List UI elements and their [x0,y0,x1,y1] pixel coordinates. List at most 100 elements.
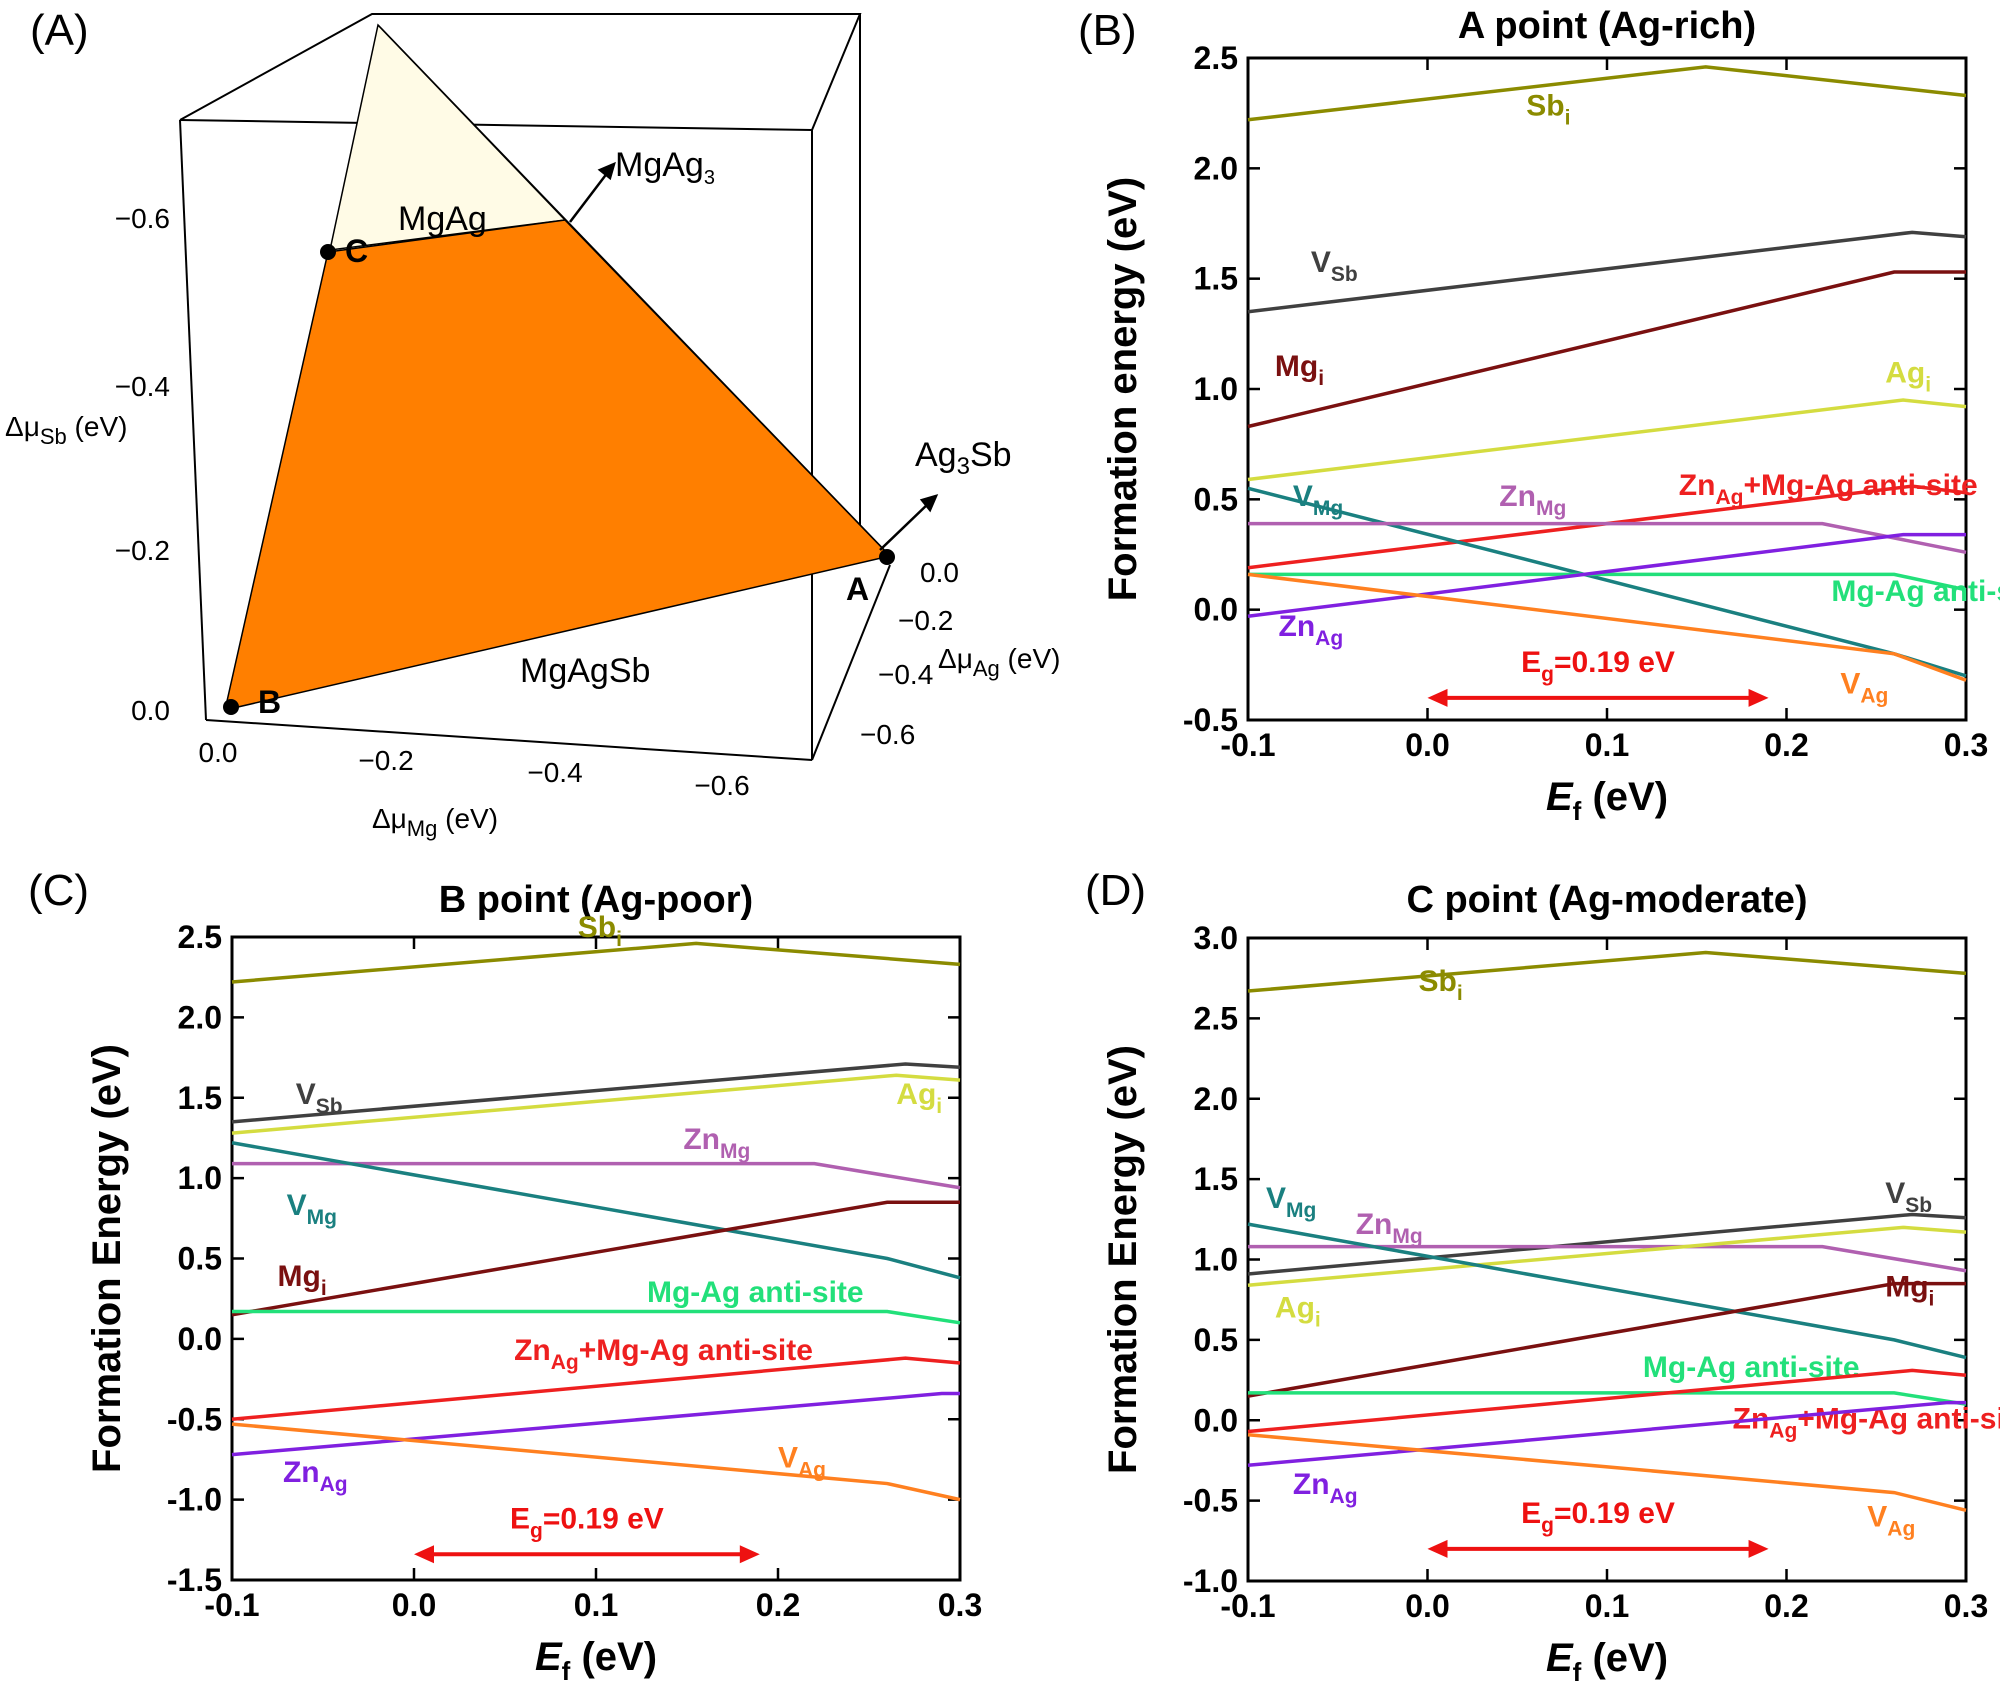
y-tick-label: -1.0 [1183,1563,1238,1599]
y-tick-label: -0.5 [1183,702,1238,738]
series-label-main: Sb [1419,965,1457,998]
series-label: Agi [896,1078,942,1118]
bandgap-label-main: E [1521,1497,1541,1530]
x-tick-label: 0.0 [392,1587,436,1623]
x-tick-label: -0.1 [1220,1588,1275,1624]
panel-label: (C) [28,866,89,915]
series-label-sub: Mg [1313,497,1343,520]
y-tick-label: 0.5 [178,1241,222,1277]
series-line [1247,270,1966,429]
bandgap-arrow-head-right [739,1545,760,1564]
series-label-main: Zn [1499,480,1536,513]
series-label-main: Zn [283,1456,320,1489]
ag-axis: 0.0 −0.2 −0.4 −0.6 ΔμAg (eV) [860,557,1060,750]
series-label-sub: Ag [1769,1419,1797,1442]
series-label-sub: i [1318,367,1324,390]
series-label-sub: i [1457,982,1463,1005]
bandgap-label-main: E [1521,646,1541,679]
x-tick-label: 0.3 [938,1587,982,1623]
series-line [1247,572,1967,682]
panel-label: (D) [1085,866,1146,915]
bandgap-arrow-head-left [1427,1539,1448,1558]
y-tick-label: 3.0 [1194,920,1238,956]
series-label-main: Zn [683,1123,720,1156]
series-label: Mgi [278,1260,327,1300]
series-line [1248,1391,1967,1406]
ag-tick-1: −0.2 [898,605,953,636]
bandgap-arrow-head-right [1748,688,1769,707]
series-line [1247,1212,1967,1276]
x-tick-label: 0.2 [1764,1588,1808,1624]
series-line [231,941,961,984]
series-label-sub: Ag [798,1458,826,1481]
series-label-main: Zn [1356,1208,1393,1241]
mg-tick-3: −0.6 [694,770,749,801]
ag3sb-label: Ag3Sb [915,436,1012,480]
series-label-main: Zn [514,1334,551,1367]
mg-tick-1: −0.2 [358,745,413,776]
point-b-label: B [258,684,281,720]
series-line [231,1073,961,1135]
series-label-sub: Mg [1536,497,1566,520]
series-label-main: V [1867,1500,1887,1533]
series-label-sub: Sb [1331,263,1358,286]
series-label: VSb [1885,1177,1932,1217]
series-label-main: Ag [1885,356,1925,389]
mg-tick-2: −0.4 [527,757,582,788]
series-label-main: Mg [278,1260,321,1293]
series-label: Sbi [1526,89,1570,129]
point-c-marker [320,244,336,260]
point-a-marker [879,549,895,565]
mg-axis: 0.0 −0.2 −0.4 −0.6 ΔμMg (eV) [199,737,750,841]
y-tick-label: 0.5 [1194,1322,1238,1358]
bandgap-label-main: E [510,1502,530,1535]
stability-box [179,13,891,761]
bandgap-label-tail: =0.19 eV [1554,1497,1675,1530]
x-tick-label: 0.3 [1944,1588,1988,1624]
series-label: Mg-Ag anti-site [647,1276,864,1309]
x-tick-label: 0.2 [756,1587,800,1623]
y-tick-label: 0.0 [1194,1402,1238,1438]
x-axis-label-sub: f [1573,1657,1582,1687]
series-label-main: Mg [1885,1270,1928,1303]
y-tick-label: 1.5 [178,1080,222,1116]
point-b-marker [223,699,239,715]
y-tick-label: 1.5 [1194,261,1238,297]
series-line [1247,1222,1967,1360]
ag-axis-label: ΔμAg (eV) [938,643,1060,681]
series-label-main: Sb [1526,89,1564,122]
series-label: VAg [1840,668,1888,708]
series-label: Mgi [1275,350,1324,390]
series-line [231,1422,961,1502]
series-label-sub: Ag [1330,1485,1358,1508]
chart-title: C point (Ag-moderate) [1406,879,1807,921]
series-label-main: Sb [578,911,616,944]
bandgap-arrow-head-left [414,1545,434,1564]
y-tick-label: 2.5 [1194,40,1238,76]
series-line [1248,521,1967,555]
y-tick-label: 0.5 [1194,481,1238,517]
bandgap-label: Eg=0.19 eV [1521,1497,1675,1537]
x-axis-label: Ef (eV) [535,1635,657,1686]
point-c-label: C [345,233,368,269]
series-label-main: V [1840,668,1860,701]
ag-tick-2: −0.4 [878,659,933,690]
series-label-main: Zn [1293,1468,1330,1501]
x-tick-label: 0.0 [1405,727,1449,763]
series-label-main: Zn [1279,610,1316,643]
x-tick-label: 0.1 [574,1587,618,1623]
bandgap-label-tail: =0.19 eV [1554,646,1675,679]
series-label: VMg [1293,480,1343,520]
y-tick-label: 1.0 [1194,371,1238,407]
x-axis-label-sub: f [1573,796,1582,826]
series-line [1248,1244,1967,1273]
series-label: VAg [1867,1500,1915,1540]
x-axis-label-main: E [535,1635,563,1679]
series-label-main: V [287,1189,307,1222]
series-label: Sbi [578,911,622,951]
series-line [1247,1400,1966,1468]
bandgap-label-sub: g [1541,1514,1554,1537]
y-tick-label: 2.0 [1194,150,1238,186]
series-label-sub: Mg [307,1206,337,1229]
x-axis-label-main: E [1546,1636,1574,1680]
